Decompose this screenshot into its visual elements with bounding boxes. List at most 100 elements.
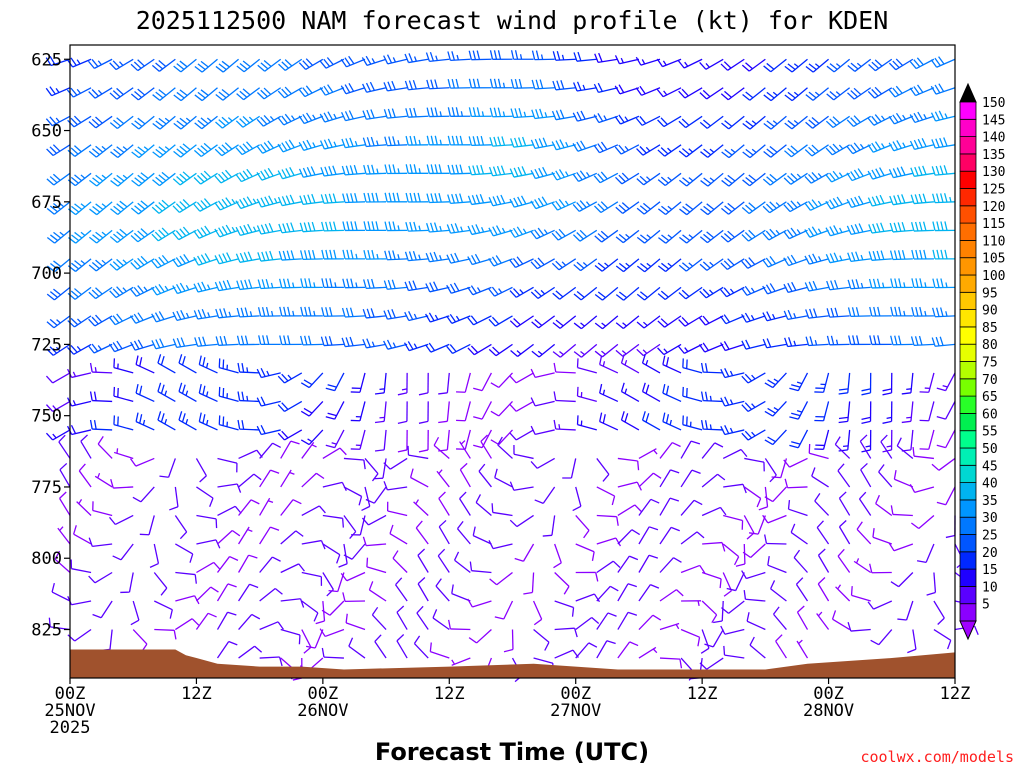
wind-barb [237,419,260,431]
wind-barb [259,526,280,545]
wind-barb [435,578,450,602]
wind-barb [930,83,956,95]
wind-barb [374,401,387,424]
wind-barb [113,358,134,374]
colorbar-segment [959,239,977,259]
wind-barb [467,285,492,296]
wind-barb [636,144,661,156]
wind-barb [67,115,92,128]
wind-barb [789,372,809,392]
wind-barb [363,249,387,260]
wind-barb [741,400,766,413]
wind-barb [834,436,851,459]
wind-barb [384,221,408,232]
wind-barb [446,343,471,355]
wind-barb [343,457,366,470]
wind-barb [762,514,787,524]
colorbar-label: 80 [982,338,998,353]
wind-barb [594,229,619,243]
wind-barb [636,343,661,357]
wind-barb [764,372,787,389]
wind-barb [113,386,134,403]
colorbar-label: 130 [982,165,1005,180]
wind-barb [509,400,534,412]
wind-barb [467,315,492,326]
wind-barb [575,642,598,659]
wind-barb [882,401,893,424]
wind-barb [58,434,71,459]
wind-barb [638,498,660,516]
wind-barb [480,434,492,459]
colorbar-label: 145 [982,113,1005,128]
wind-barb [510,50,534,60]
wind-barb [758,486,769,511]
wind-barb [936,372,956,392]
wind-barb [488,540,513,550]
wind-barb [404,53,429,64]
wind-barb [196,486,214,507]
wind-barb [383,80,408,92]
colorbar-segment [959,118,977,138]
wind-barb [682,386,703,403]
colorbar-label: 50 [982,442,998,457]
wind-barb [157,411,176,431]
wind-barb [509,372,534,384]
wind-barb [635,115,661,126]
wind-barb [762,172,787,186]
wind-barb [195,458,207,483]
wind-barb [383,339,408,350]
colorbar-label: 30 [982,511,998,526]
wind-barb [256,140,281,154]
wind-barb [409,468,429,488]
wind-barb [551,139,576,151]
wind-barb [45,400,71,412]
wind-barb [722,448,748,460]
wind-barb [599,383,619,403]
wind-barb [279,306,302,317]
wind-barb [467,343,492,356]
wind-barb [89,362,113,374]
wind-barb [910,165,935,177]
wind-barb [620,354,640,374]
y-tick-label: 800 [31,549,62,569]
wind-barb [94,472,113,488]
colorbar-segment [959,343,977,362]
wind-barb [67,258,92,272]
wind-barb [657,172,682,187]
wind-barb [763,87,787,102]
wind-barb [764,400,787,417]
y-tick-label: 700 [31,264,62,284]
wind-barb [699,657,724,670]
wind-barb [437,548,450,573]
wind-barb [926,572,937,596]
wind-barb [67,596,92,606]
wind-barb [447,135,471,146]
wind-barb [383,108,408,119]
wind-barb [59,462,71,488]
wind-barb [321,278,344,289]
wind-barb [722,572,733,597]
wind-barb [280,469,295,488]
wind-barb [596,560,621,574]
wind-barb [110,479,134,489]
wind-barb [811,467,829,488]
wind-barb [573,51,597,62]
wind-barb [575,616,600,631]
wind-barb [741,257,766,269]
wind-barb [342,192,366,204]
wind-barb [374,372,387,395]
wind-barb [131,172,155,187]
wind-barb [572,229,598,242]
wind-barb [178,354,197,374]
wind-barb [742,172,766,187]
y-tick-label: 675 [31,193,62,213]
wind-barb [835,584,851,602]
wind-barb [573,81,597,92]
wind-barb [767,555,787,574]
wind-barb [215,115,239,129]
wind-barb [418,401,429,424]
wind-barb [869,563,892,574]
wind-barb [154,628,177,640]
colorbar-segment [959,395,977,414]
wind-barb [108,340,134,353]
